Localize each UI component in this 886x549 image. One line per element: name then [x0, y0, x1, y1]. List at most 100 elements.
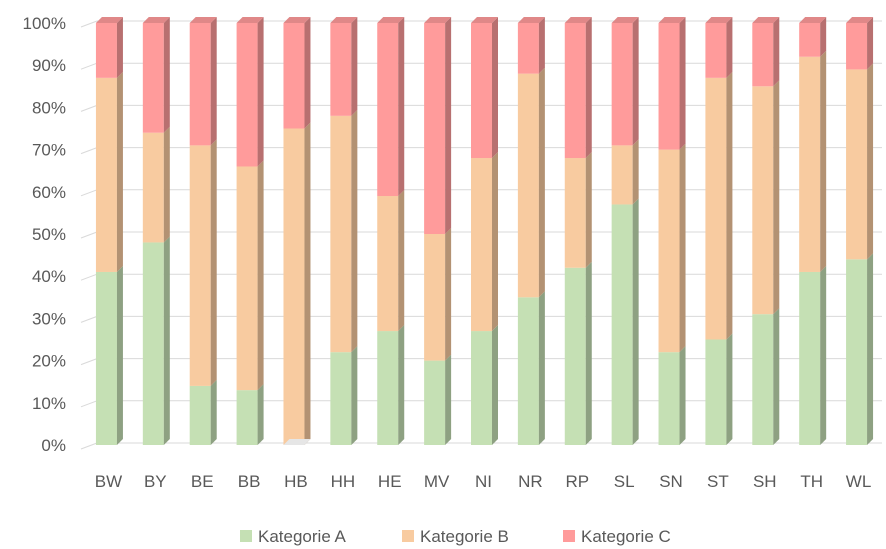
- y-tick-label: 20%: [32, 352, 66, 371]
- bar-side: [163, 17, 170, 133]
- legend-label: Kategorie B: [420, 527, 509, 546]
- bars: [95, 17, 874, 445]
- y-tick-label: 60%: [32, 183, 66, 202]
- bar-front: [564, 23, 586, 159]
- bar-segment-bb-1: [236, 384, 264, 445]
- bar-segment-wl-1: [846, 253, 874, 445]
- bar-group-st: [705, 17, 733, 445]
- bar-top: [424, 17, 452, 23]
- bar-segment-nr-1: [517, 291, 545, 445]
- bar-front: [236, 390, 258, 445]
- x-tick-label-wl: WL: [846, 472, 872, 491]
- bar-side: [116, 71, 123, 272]
- bar-front: [517, 297, 539, 445]
- bar-side: [210, 17, 217, 146]
- bar-front: [330, 352, 352, 445]
- legend-item-2: Kategorie B: [402, 527, 509, 546]
- gridline-diagonal: [80, 315, 98, 323]
- x-tick-label-sl: SL: [614, 472, 635, 491]
- bar-front: [330, 115, 352, 353]
- bar-side: [585, 152, 592, 268]
- bar-floor: [283, 439, 311, 445]
- bar-side: [116, 265, 123, 445]
- bar-front: [705, 77, 727, 340]
- bar-group-wl: [846, 17, 874, 445]
- bar-group-ni: [471, 17, 498, 445]
- bar-segment-by-1: [142, 236, 170, 445]
- bar-front: [189, 385, 211, 445]
- bar-side: [351, 346, 358, 445]
- bar-front: [142, 242, 164, 445]
- x-tick-label-ni: NI: [475, 472, 492, 491]
- bar-side: [538, 67, 545, 298]
- bar-segment-hb-2: [283, 122, 311, 445]
- bar-top: [189, 17, 217, 23]
- x-tick-label-bb: BB: [238, 472, 261, 491]
- bar-side: [398, 190, 405, 332]
- bar-front: [705, 23, 727, 78]
- bar-segment-mv-3: [424, 17, 452, 234]
- bar-segment-hb-3: [283, 17, 311, 129]
- y-tick-label: 0%: [41, 436, 66, 455]
- bar-segment-be-1: [189, 379, 217, 445]
- bar-side: [257, 160, 264, 391]
- bar-side: [398, 325, 405, 445]
- bar-group-th: [799, 17, 827, 445]
- y-tick-label: 90%: [32, 56, 66, 75]
- bar-top: [705, 17, 733, 23]
- bar-front: [142, 23, 164, 133]
- y-tick-label: 30%: [32, 309, 66, 328]
- bar-side: [351, 109, 358, 353]
- bar-side: [773, 308, 780, 445]
- bar-front: [283, 128, 305, 445]
- bar-front: [142, 132, 164, 243]
- bar-front: [377, 196, 399, 332]
- bar-front: [424, 234, 446, 361]
- y-tick-label: 40%: [32, 267, 66, 286]
- bar-side: [632, 198, 639, 445]
- bar-segment-bb-3: [236, 17, 264, 167]
- bar-front: [564, 158, 586, 268]
- bar-top: [846, 17, 874, 23]
- bar-segment-sl-2: [611, 139, 639, 205]
- x-tick-label-bw: BW: [95, 472, 122, 491]
- y-axis-tick-labels: 0% 10% 20% 30% 40% 50% 60% 70% 80% 90% 100%: [23, 14, 66, 455]
- bar-side: [116, 17, 123, 78]
- bar-top: [330, 17, 358, 23]
- legend-swatch: [402, 530, 414, 542]
- bar-group-mv: [424, 17, 452, 445]
- bar-segment-he-2: [377, 190, 405, 332]
- bar-front: [799, 271, 821, 445]
- bar-group-bw: [95, 17, 123, 445]
- bar-side: [820, 17, 827, 57]
- bar-segment-bw-1: [95, 265, 123, 445]
- bar-top: [377, 17, 405, 23]
- bar-front: [424, 360, 446, 445]
- gridline-diagonal: [80, 147, 98, 155]
- bar-front: [471, 23, 492, 159]
- bar-segment-sn-3: [658, 17, 686, 150]
- x-tick-label-sh: SH: [753, 472, 777, 491]
- bar-side: [538, 17, 545, 74]
- bar-front: [377, 23, 399, 197]
- x-tick-label-by: BY: [144, 472, 167, 491]
- bar-front: [611, 204, 633, 445]
- gridline-diagonal: [80, 62, 98, 70]
- legend-item-3: Kategorie C: [563, 527, 671, 546]
- bar-segment-mv-1: [424, 354, 452, 445]
- bar-top: [283, 17, 311, 23]
- bar-top: [611, 17, 639, 23]
- bar-side: [492, 325, 498, 445]
- bar-segment-rp-2: [564, 152, 592, 268]
- bar-segment-th-2: [799, 50, 827, 272]
- bar-segment-bb-2: [236, 160, 264, 391]
- bar-front: [424, 23, 446, 234]
- bar-segment-sh-3: [752, 17, 780, 87]
- bar-segment-bw-3: [95, 17, 123, 78]
- bar-segment-be-3: [189, 17, 217, 146]
- bar-front: [283, 23, 305, 129]
- bar-side: [726, 17, 733, 78]
- bar-segment-wl-3: [846, 17, 874, 70]
- bar-segment-bw-2: [95, 71, 123, 272]
